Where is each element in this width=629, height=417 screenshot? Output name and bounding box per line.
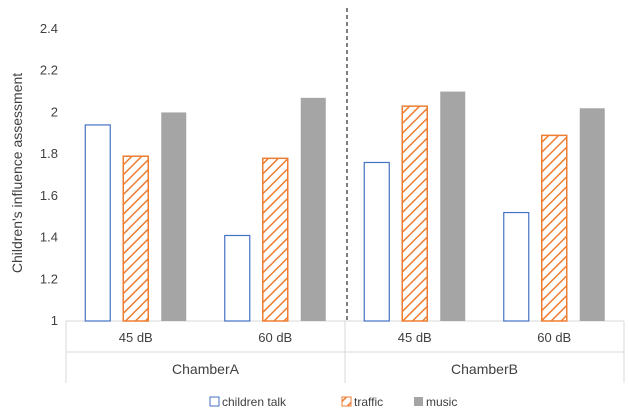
y-tick-label: 1 — [51, 313, 58, 328]
bar-music-4 — [579, 108, 605, 321]
category-label: 45 dB — [119, 330, 153, 345]
bar-children-talk-3 — [363, 161, 390, 322]
bar-children-talk-1 — [84, 124, 111, 322]
bars — [84, 91, 605, 322]
y-axis-title: Children's influence assessment — [9, 73, 25, 273]
legend-label: children talk — [222, 395, 287, 409]
y-tick-label: 2.2 — [40, 63, 58, 78]
bar-traffic-4 — [541, 134, 568, 322]
y-tick-label: 1.8 — [40, 146, 58, 161]
y-axis-ticks: 1 1.2 1.4 1.6 1.8 2 2.2 2.4 — [40, 21, 58, 328]
group-label: ChamberB — [451, 361, 518, 377]
group-label: ChamberA — [172, 361, 240, 377]
group-labels: ChamberA ChamberB — [172, 361, 518, 377]
legend: children talk traffic music — [209, 395, 457, 409]
bar-music-2 — [300, 97, 326, 321]
y-tick-label: 1.6 — [40, 188, 58, 203]
category-label: 60 dB — [258, 330, 292, 345]
y-tick-label: 1.2 — [40, 271, 58, 286]
y-tick-label: 2 — [51, 104, 58, 119]
legend-label: traffic — [354, 395, 383, 409]
bar-traffic-3 — [401, 105, 428, 322]
bar-music-3 — [440, 91, 466, 321]
category-axis-frame — [65, 320, 625, 383]
category-label: 60 dB — [537, 330, 571, 345]
category-label: 45 dB — [398, 330, 432, 345]
legend-swatch-traffic — [341, 396, 352, 407]
bar-music-1 — [161, 112, 187, 321]
bar-children-talk-4 — [503, 211, 530, 322]
y-tick-label: 1.4 — [40, 230, 58, 245]
category-labels: 45 dB 60 dB 45 dB 60 dB — [119, 330, 571, 345]
bar-traffic-2 — [262, 157, 289, 322]
y-tick-label: 2.4 — [40, 21, 58, 36]
legend-label: music — [426, 395, 457, 409]
legend-swatch-music — [414, 397, 423, 406]
bar-children-talk-2 — [224, 234, 251, 322]
legend-swatch-children-talk — [209, 396, 220, 407]
bar-traffic-1 — [122, 155, 149, 322]
